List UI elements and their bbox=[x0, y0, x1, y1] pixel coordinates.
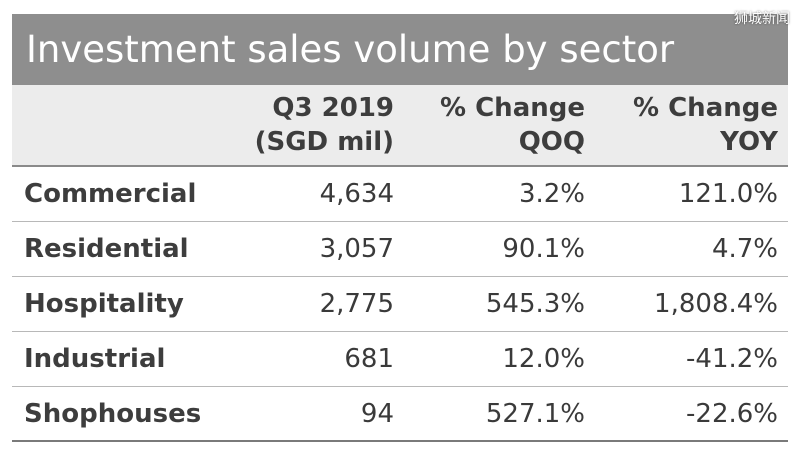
yoy-value: -41.2% bbox=[686, 344, 778, 374]
header-volume-line1: Q3 2019 bbox=[272, 93, 394, 123]
sales-table: Q3 2019 (SGD mil) % Change QOQ % Change … bbox=[12, 85, 788, 442]
volume-value: 94 bbox=[360, 399, 394, 429]
table-row: Shophouses 94 527.1% -22.6% bbox=[12, 387, 788, 442]
header-yoy-line2: YOY bbox=[720, 127, 778, 157]
table-row: Industrial 681 12.0% -41.2% bbox=[12, 332, 788, 387]
table-row: Commercial 4,634 3.2% 121.0% bbox=[12, 167, 788, 222]
qoq-value: 3.2% bbox=[518, 179, 585, 209]
qoq-value: 90.1% bbox=[502, 234, 585, 264]
sector-label: Residential bbox=[24, 234, 189, 264]
volume-value: 2,775 bbox=[319, 289, 394, 319]
qoq-value: 527.1% bbox=[485, 399, 585, 429]
sector-label: Hospitality bbox=[24, 289, 184, 319]
volume-value: 4,634 bbox=[319, 179, 394, 209]
table-row: Hospitality 2,775 545.3% 1,808.4% bbox=[12, 277, 788, 332]
sector-label: Shophouses bbox=[24, 399, 202, 429]
header-yoy: % Change YOY bbox=[633, 91, 778, 159]
table-title-text: Investment sales volume by sector bbox=[26, 28, 675, 71]
qoq-value: 12.0% bbox=[502, 344, 585, 374]
header-volume-line2: (SGD mil) bbox=[254, 127, 394, 157]
table-header: Q3 2019 (SGD mil) % Change QOQ % Change … bbox=[12, 85, 788, 167]
qoq-value: 545.3% bbox=[485, 289, 585, 319]
header-yoy-line1: % Change bbox=[633, 93, 778, 123]
sector-label: Commercial bbox=[24, 179, 197, 209]
header-qoq: % Change QOQ bbox=[440, 91, 585, 159]
sector-label: Industrial bbox=[24, 344, 166, 374]
yoy-value: -22.6% bbox=[686, 399, 778, 429]
table-title: Investment sales volume by sector bbox=[12, 14, 788, 85]
watermark-text: 狮城新闻 bbox=[734, 11, 790, 27]
volume-value: 681 bbox=[344, 344, 394, 374]
yoy-value: 121.0% bbox=[678, 179, 778, 209]
header-volume: Q3 2019 (SGD mil) bbox=[255, 91, 394, 159]
yoy-value: 4.7% bbox=[711, 234, 778, 264]
header-qoq-line2: QOQ bbox=[518, 127, 585, 157]
table-row: Residential 3,057 90.1% 4.7% bbox=[12, 222, 788, 277]
header-qoq-line1: % Change bbox=[440, 93, 585, 123]
yoy-value: 1,808.4% bbox=[654, 289, 778, 319]
volume-value: 3,057 bbox=[319, 234, 394, 264]
